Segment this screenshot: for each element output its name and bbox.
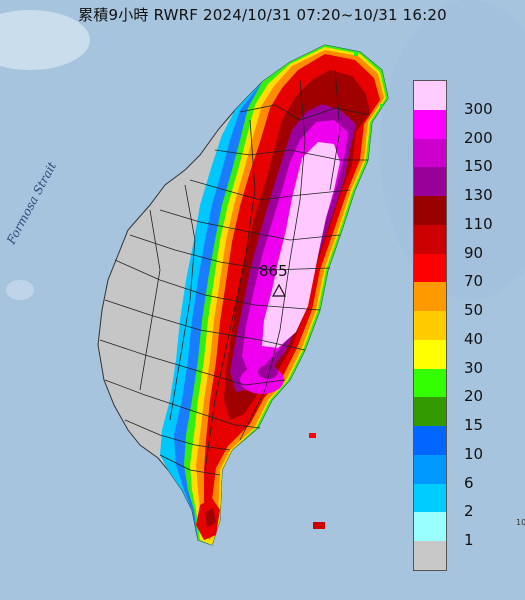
legend-swatch: [414, 311, 446, 341]
corner-mark: 10: [516, 518, 525, 527]
legend-swatch: [414, 282, 446, 312]
legend-swatch: [414, 81, 446, 111]
legend-label: 130: [464, 186, 493, 205]
legend-swatch: [414, 512, 446, 542]
legend-label: 15: [464, 416, 484, 435]
legend-label: 20: [464, 387, 484, 406]
legend-label: 30: [464, 358, 484, 377]
legend-swatch: [414, 483, 446, 513]
legend-label: 200: [464, 128, 493, 147]
county-boundaries: [99, 69, 371, 476]
legend-swatch: [414, 138, 446, 168]
legend-swatch: [414, 541, 446, 571]
color-legend: [413, 80, 447, 571]
legend-label: 300: [464, 99, 493, 118]
legend-label: 40: [464, 329, 484, 348]
legend-swatch: [414, 109, 446, 139]
map-title: 累積9小時 RWRF 2024/10/31 07:20~10/31 16:20: [78, 6, 447, 24]
legend-label: 2: [464, 502, 474, 521]
peak-value-label: 865: [259, 262, 288, 280]
legend-label: 10: [464, 444, 484, 463]
legend-label: 6: [464, 473, 474, 492]
legend-label: 150: [464, 157, 493, 176]
legend-swatch: [414, 339, 446, 370]
legend-label: 1: [464, 531, 474, 550]
legend-swatch: [414, 167, 446, 197]
legend-swatch: [414, 196, 446, 226]
legend-label: 110: [464, 214, 493, 233]
mainland-coast: [0, 10, 90, 70]
legend-swatch: [414, 397, 446, 427]
legend-label: 90: [464, 243, 484, 262]
legend-swatch: [414, 426, 446, 456]
peak-marker: [271, 283, 287, 297]
island-lanyu: [313, 522, 325, 529]
legend-swatch: [414, 368, 446, 398]
legend-label: 70: [464, 272, 484, 291]
legend-swatch: [414, 253, 446, 283]
legend-swatch: [414, 454, 446, 485]
legend-swatch: [414, 224, 446, 255]
island-lyudao: [309, 433, 316, 438]
legend-label: 50: [464, 301, 484, 320]
